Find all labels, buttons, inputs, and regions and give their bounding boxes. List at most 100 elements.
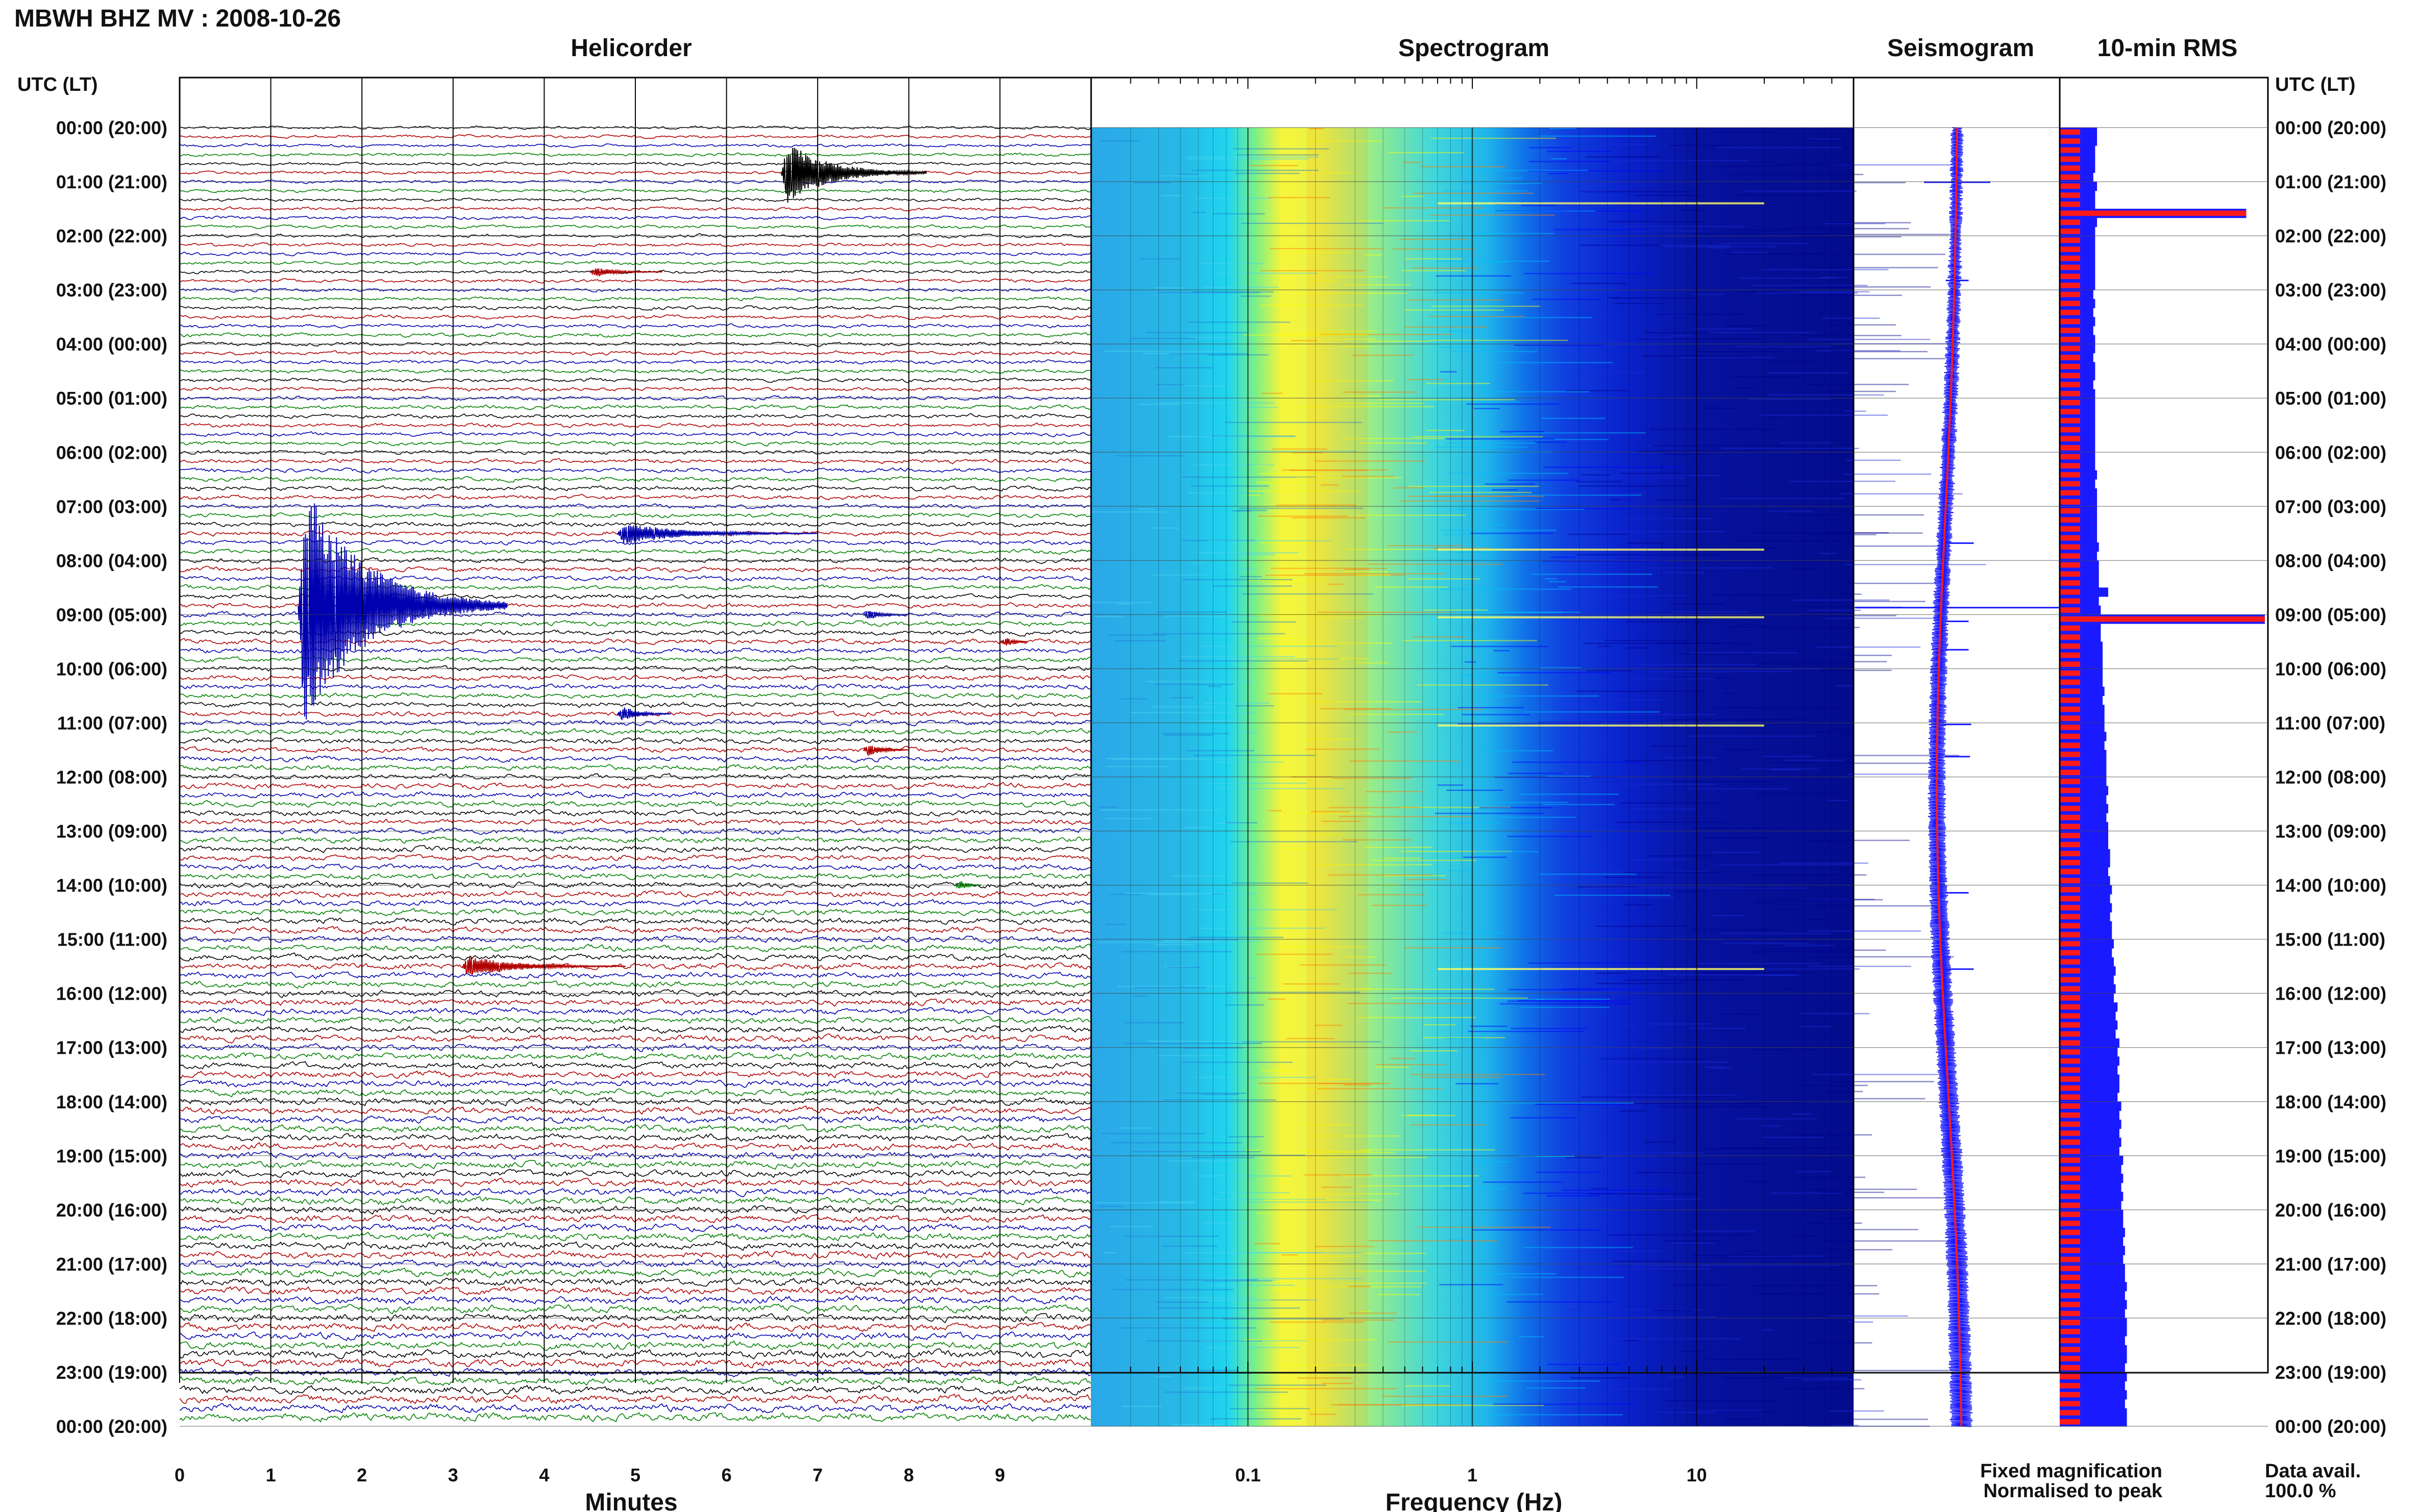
spectrogram-cell [1450, 551, 1491, 553]
spectrogram-cell [1407, 379, 1444, 381]
spectrogram-cell [1270, 1299, 1310, 1301]
spectrogram-cell [1104, 350, 1240, 352]
spectrogram-cell [1722, 1377, 1823, 1379]
rms-bar-normalised [2060, 932, 2080, 938]
spectrogram-cell [1551, 158, 1567, 160]
rms-bar-normalised [2060, 733, 2080, 739]
spectrogram-cell [1707, 887, 1807, 889]
spectrogram-cell [1535, 999, 1610, 1000]
minutes-tick-label: 2 [357, 1465, 367, 1485]
spectrogram-cell [1301, 1124, 1353, 1126]
spectrogram-cell [1236, 554, 1275, 555]
spectrogram-cell [1651, 444, 1784, 447]
spectrogram-cell [1554, 229, 1648, 231]
rms-bar-normalised [2060, 1266, 2080, 1272]
spectrogram-cell [1710, 929, 1769, 930]
spectrogram-cell [1581, 1096, 1724, 1098]
spectrogram-cell [1426, 430, 1465, 431]
spectrogram-cell [1821, 1090, 1863, 1093]
rms-bar-normalised [2060, 652, 2080, 658]
spectrogram-cell [1350, 395, 1380, 397]
spectrogram-cell [1722, 693, 1739, 695]
rms-bar-normalised [2060, 129, 2080, 135]
spectrogram-cell [1691, 827, 1793, 829]
spectrogram-cell [1189, 336, 1242, 338]
spectrogram-cell [1804, 1208, 1847, 1210]
spectrogram-cell [1229, 1408, 1310, 1409]
spectrogram-cell [1445, 1187, 1508, 1189]
spectrogram-cell [1769, 416, 1781, 418]
spectrogram-cell [1742, 1102, 1801, 1104]
spectrogram-cell [1345, 956, 1376, 958]
spectrogram-cell [1562, 988, 1643, 990]
spectrogram-cell [1464, 183, 1542, 184]
spectrogram-cell [1219, 788, 1345, 789]
spectrogram-cell [1624, 904, 1653, 906]
spectrogram-cell [1187, 750, 1254, 752]
spectrogram-cell [1664, 453, 1709, 455]
spectrogram-cell [1298, 406, 1435, 408]
spectrogram-cell [1332, 777, 1412, 779]
spectrogram-cell [1204, 702, 1270, 704]
spectrogram-cell [1287, 1255, 1357, 1257]
spectrogram-cell [1536, 1171, 1601, 1173]
spectrogram-cell [1283, 983, 1340, 985]
spectrogram-cell [1422, 1037, 1505, 1038]
spectrogram-cell [1182, 579, 1293, 581]
time-tick-label: 02:00 (22:00) [2275, 226, 2386, 246]
spectrogram-cell [1662, 572, 1705, 574]
time-tick-label: 07:00 (03:00) [56, 496, 167, 517]
spectrogram-cell [1816, 646, 1921, 648]
spectrogram-noise [1091, 128, 1986, 1427]
spectrogram-title: Spectrogram [1398, 35, 1549, 62]
spectrogram-cell [1440, 346, 1477, 348]
spectrogram-cell [1473, 210, 1596, 212]
spectrogram-cell [1495, 210, 1564, 212]
spectrogram-cell [1431, 305, 1541, 307]
spectrogram-cell [1305, 701, 1422, 703]
spectrogram-cell [1321, 1186, 1351, 1188]
rms-bar-normalised [2060, 1275, 2080, 1280]
spectrogram-cell [1445, 442, 1537, 444]
spectrogram-cell [1314, 1156, 1427, 1158]
spectrogram-cell [1737, 1118, 1817, 1120]
spectrogram-cell [1619, 1110, 1646, 1112]
spectrogram-cell [1342, 839, 1411, 841]
spectrogram-cell [1721, 242, 1808, 244]
spectrogram-cell [1318, 1083, 1390, 1084]
rms-bar-normalised [2060, 814, 2080, 821]
spectrogram-cell [1691, 233, 1823, 235]
spectrogram-cell [1810, 839, 1910, 841]
spectrogram-cell [1354, 574, 1391, 576]
spectrogram-cell [1262, 1070, 1295, 1072]
time-tick-label: 22:00 (18:00) [56, 1308, 167, 1329]
seismogram-title: Seismogram [1887, 35, 2034, 62]
spectrogram-cell [1699, 1163, 1767, 1164]
spectrogram-cell [1523, 272, 1653, 275]
spectrogram-cell [1445, 1037, 1484, 1039]
spectrogram-cell [1372, 859, 1476, 861]
spectrogram-cell [1633, 678, 1715, 680]
time-tick-label: 23:00 (19:00) [2275, 1362, 2386, 1383]
spectrogram-cell [1509, 1276, 1624, 1278]
spectrogram-cell [1330, 338, 1375, 340]
rms-bar-normalised [2060, 481, 2080, 487]
spectrogram-cell [1382, 1396, 1509, 1397]
rms-bar-normalised [2060, 165, 2080, 171]
spectrogram-cell [1411, 1124, 1486, 1126]
spectrogram-cell [1765, 360, 1816, 362]
spectrogram-cell [1662, 757, 1717, 759]
rms-bar-normalised [2060, 986, 2080, 992]
spectrogram-cell [1242, 1041, 1382, 1043]
spectrogram-cell [1452, 509, 1585, 510]
spectrogram-cell [1520, 794, 1619, 795]
spectrogram-cell [1255, 1409, 1338, 1410]
time-tick-label: 08:00 (04:00) [56, 550, 167, 571]
spectrogram-cell [1756, 902, 1782, 903]
spectrogram-cell [1429, 339, 1568, 341]
spectrogram-cell [1801, 1379, 1861, 1381]
spectrogram-cell [1662, 245, 1730, 246]
spectrogram-cell [1355, 514, 1466, 516]
spectrogram-cell [1248, 580, 1327, 581]
spectrogram-cell [1099, 1205, 1123, 1207]
